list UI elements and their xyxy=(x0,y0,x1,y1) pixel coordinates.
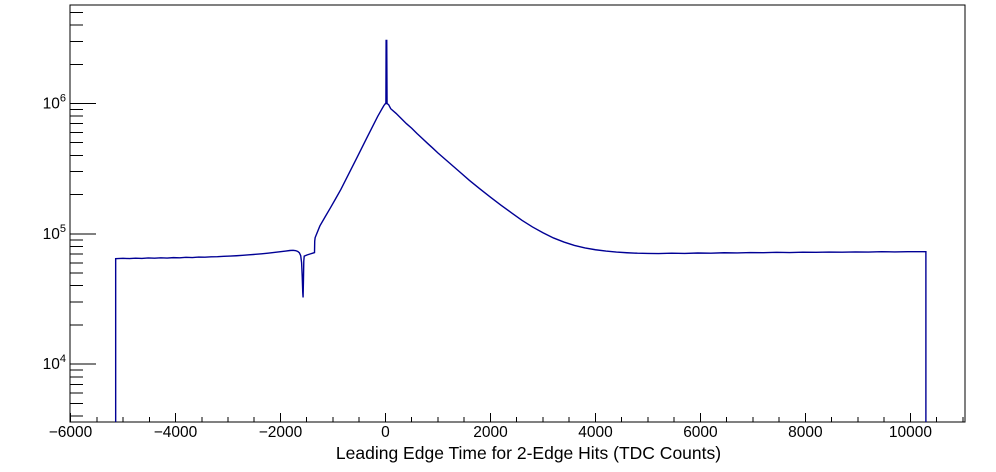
x-axis-title: Leading Edge Time for 2-Edge Hits (TDC C… xyxy=(335,443,722,463)
y-axis-tick-exponent: 6 xyxy=(60,93,66,105)
plot-frame xyxy=(69,4,966,423)
x-axis-tick-label: 4000 xyxy=(578,424,613,441)
x-axis-tick-label: −4000 xyxy=(154,424,198,441)
x-axis-tick-label: 10000 xyxy=(889,424,932,441)
y-axis-tick-label: 106 xyxy=(43,93,66,113)
y-axis-tick-label: 105 xyxy=(43,223,66,243)
x-axis-tick-label: 8000 xyxy=(788,424,823,441)
y-axis-tick-exponent: 4 xyxy=(60,353,66,365)
x-axis-tick-label: 6000 xyxy=(683,424,718,441)
y-axis-tick-exponent: 5 xyxy=(60,223,66,235)
x-axis-tick-label: −6000 xyxy=(49,424,93,441)
y-axis-tick-label: 104 xyxy=(43,353,66,373)
x-axis-tick-label: 0 xyxy=(381,424,390,441)
histogram-line xyxy=(114,39,927,422)
x-axis-tick-label: −2000 xyxy=(259,424,303,441)
x-axis-tick-label: 2000 xyxy=(473,424,508,441)
